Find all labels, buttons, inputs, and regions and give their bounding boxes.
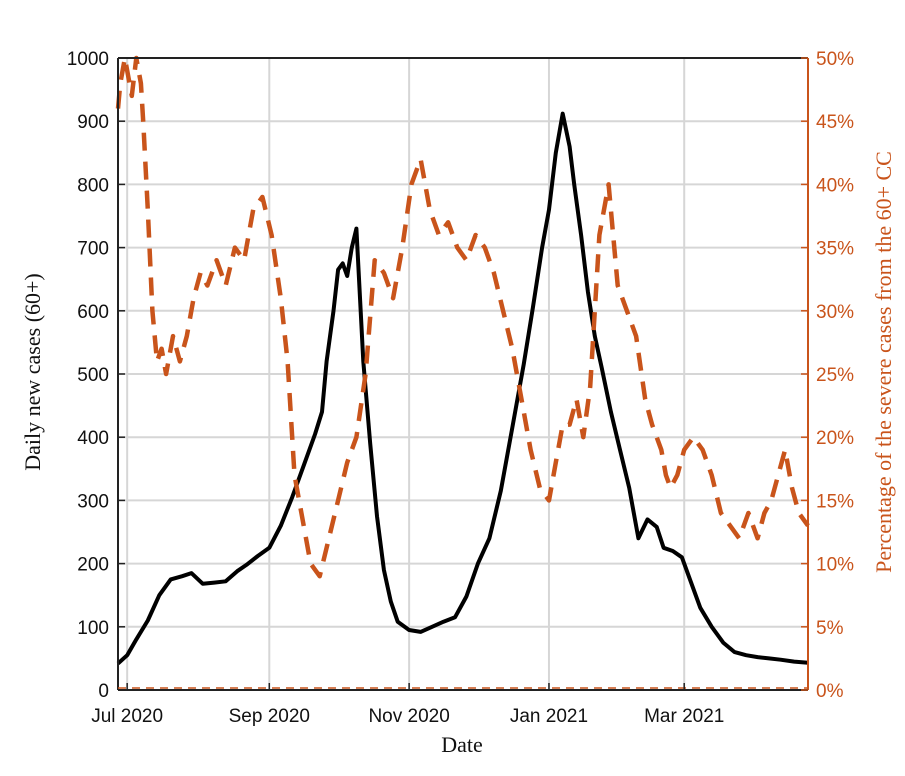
y-left-tick-label: 1000 — [67, 49, 109, 70]
y-left-tick-label: 800 — [77, 175, 109, 196]
series-line-left-daily-cases — [116, 111, 809, 665]
y-right-tick-label: 45% — [816, 112, 854, 133]
y-right-tick-label: 25% — [816, 365, 854, 386]
y-right-tick-label: 10% — [816, 555, 854, 576]
x-tick-label: Sep 2020 — [229, 706, 310, 727]
y-left-tick-label: 700 — [77, 239, 109, 260]
y-right-tick-label: 50% — [816, 49, 854, 70]
y-left-tick-label: 400 — [77, 428, 109, 449]
y-right-tick-label: 15% — [816, 491, 854, 512]
x-tick-label: Mar 2021 — [644, 706, 724, 727]
y-left-tick-label: 900 — [77, 112, 109, 133]
y-left-tick-label: 500 — [77, 365, 109, 386]
y-axis-right-title: Percentage of the severe cases from the … — [871, 151, 896, 573]
series-layer — [115, 55, 810, 665]
y-left-tick-label: 600 — [77, 302, 109, 323]
y-right-tick-label: 30% — [816, 302, 854, 323]
x-axis-title: Date — [441, 732, 483, 757]
y-right-tick-label: 20% — [816, 428, 854, 449]
y-left-tick-label: 200 — [77, 555, 109, 576]
y-right-tick-label: 0% — [816, 681, 844, 702]
ticks: 0 100 200 300 400 500 600 700 800 900 1000 0% 5% 10% 1… — [67, 49, 854, 727]
y-right-tick-label: 35% — [816, 239, 854, 260]
x-tick-label: Jul 2020 — [91, 706, 163, 727]
y-left-tick-label: 0 — [98, 681, 109, 702]
series-line-right-percentage — [115, 55, 810, 579]
y-right-tick-label: 5% — [816, 618, 844, 639]
grid — [118, 57, 808, 691]
x-tick-label: Nov 2020 — [368, 706, 449, 727]
y-right-tick-label: 40% — [816, 175, 854, 196]
y-left-tick-label: 300 — [77, 491, 109, 512]
y-left-tick-label: 100 — [77, 618, 109, 639]
x-tick-label: Jan 2021 — [510, 706, 588, 727]
y-axis-left-title: Daily new cases (60+) — [20, 273, 45, 471]
